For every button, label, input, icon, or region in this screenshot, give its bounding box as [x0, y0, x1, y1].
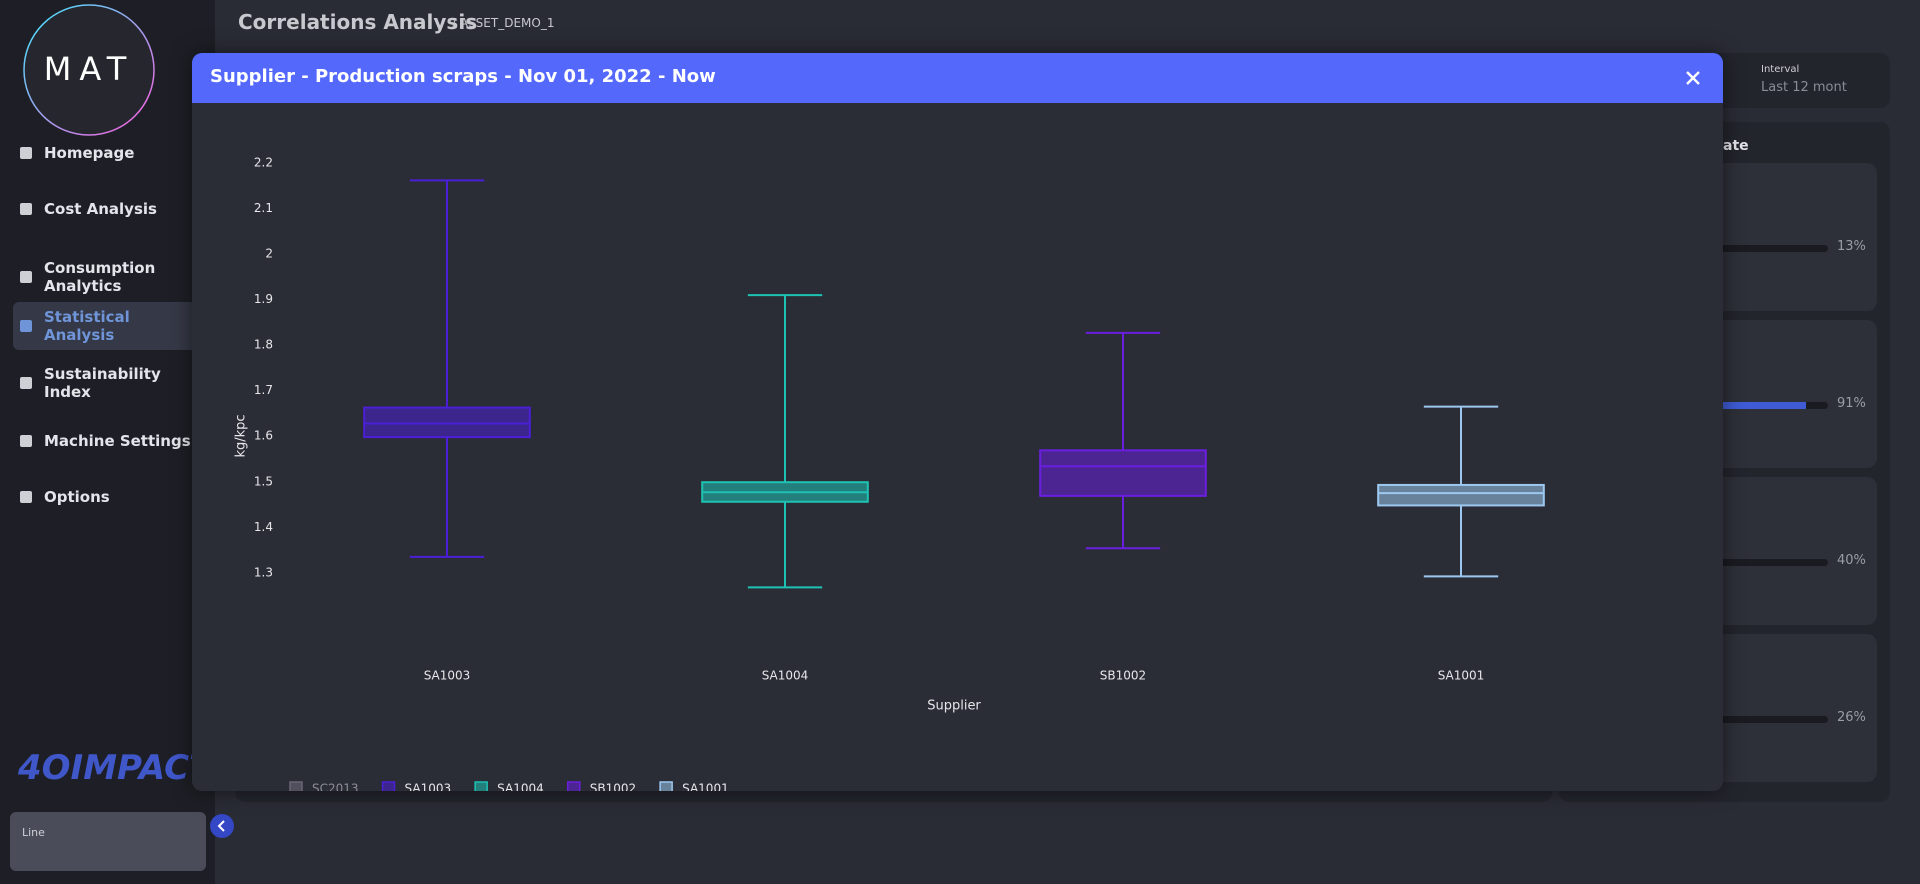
nav-label: Statistical Analysis	[44, 308, 130, 344]
x-tick-label: SA1004	[762, 669, 809, 683]
active-nav-background	[13, 302, 196, 350]
nav-item[interactable]: Statistical Analysis	[20, 308, 200, 344]
legend-swatch	[659, 781, 673, 791]
box	[363, 406, 531, 439]
progress-label: 40%	[1837, 553, 1866, 568]
line-label: Line	[22, 826, 45, 839]
nav-icon	[20, 320, 32, 332]
nav-item[interactable]: Sustainability Index	[20, 365, 200, 401]
close-button[interactable]	[1684, 69, 1702, 87]
interval-label: Interval	[1761, 64, 1800, 75]
progress-label: 13%	[1837, 239, 1866, 254]
logo: MAT	[23, 4, 155, 136]
y-tick-label: 1.9	[254, 292, 273, 306]
y-tick-label: 1.7	[254, 383, 273, 397]
legend-swatch	[566, 781, 581, 791]
legend-label: SA1004	[497, 782, 544, 792]
y-tick-label: 2	[265, 247, 273, 261]
x-tick-label: SA1001	[1438, 669, 1485, 683]
nav-item[interactable]: Consumption Analytics	[20, 255, 200, 299]
y-tick-label: 1.5	[254, 474, 273, 488]
modal-header: Supplier - Production scraps - Nov 01, 2…	[192, 53, 1723, 103]
y-tick-label: 2.2	[254, 156, 273, 170]
y-tick-label: 1.6	[254, 429, 273, 443]
y-tick-label: 1.3	[254, 565, 273, 579]
legend-swatch	[474, 781, 488, 791]
nav-item[interactable]: Homepage	[20, 141, 200, 165]
modal: Supplier - Production scraps - Nov 01, 2…	[192, 53, 1723, 791]
x-axis-label: Supplier	[927, 699, 981, 714]
legend-label: SC2013	[312, 782, 359, 792]
nav-item[interactable]: Options	[20, 485, 200, 509]
nav-label: Machine Settings	[44, 432, 191, 450]
modal-title: Supplier - Production scraps - Nov 01, 2…	[210, 66, 716, 87]
legend-swatch	[381, 781, 396, 791]
nav-label: Cost Analysis	[44, 200, 157, 218]
legend-label: SB1002	[590, 782, 636, 792]
nav-icon	[20, 377, 32, 389]
legend-label: SA1001	[682, 782, 729, 792]
y-tick-label: 2.1	[254, 201, 273, 215]
brand: 4OIMPACT	[18, 748, 213, 788]
y-tick-label: 1.8	[254, 338, 273, 352]
y-tick-label: 1.4	[254, 520, 273, 534]
nav-icon	[20, 203, 32, 215]
nav-label: Homepage	[44, 144, 135, 162]
legend-swatch	[289, 781, 303, 791]
chart: 1.3 1.4 1.5 1.6 1.7 1.8 1.9 2 2.1 2.2 kg/kpc Suppli…	[234, 156, 1545, 792]
page-subtitle: / ASSET_DEMO_1	[452, 16, 555, 30]
line-selector[interactable]: Line	[10, 812, 206, 871]
x-tick-label: SB1002	[1100, 669, 1146, 683]
nav-icon	[20, 491, 32, 503]
progress-label: 26%	[1837, 710, 1866, 725]
logo-text: MAT	[44, 50, 135, 88]
nav-icon	[20, 271, 32, 283]
collapse-button[interactable]	[209, 813, 235, 839]
nav-icon	[20, 435, 32, 447]
box	[1039, 449, 1207, 497]
y-axis-label: kg/kpc	[234, 414, 249, 457]
nav-label: Consumption Analytics	[44, 259, 156, 295]
box	[1377, 483, 1545, 507]
nav-item[interactable]: Cost Analysis	[20, 197, 200, 221]
nav-label: Sustainability Index	[44, 365, 161, 401]
panel-title: ate	[1723, 138, 1749, 154]
interval-value: Last 12 mont	[1761, 80, 1847, 95]
x-tick-label: SA1003	[424, 669, 471, 683]
sidebar: MAT Homepage Cost Analysis Consumption Ana…	[0, 0, 215, 884]
progress-label: 91%	[1837, 396, 1866, 411]
nav-item[interactable]: Machine Settings	[20, 429, 200, 453]
page-title: Correlations Analysis	[238, 10, 478, 34]
nav-icon	[20, 147, 32, 159]
nav-label: Options	[44, 488, 110, 506]
legend-label: SA1003	[405, 782, 452, 792]
